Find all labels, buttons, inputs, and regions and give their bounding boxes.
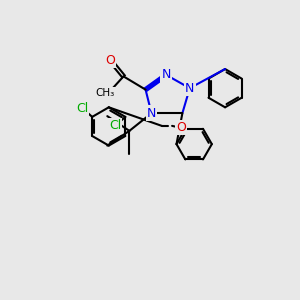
Text: CH₃: CH₃ (96, 88, 115, 98)
Text: O: O (105, 54, 115, 67)
Text: N: N (185, 82, 194, 95)
Text: O: O (176, 121, 186, 134)
Text: N: N (161, 68, 171, 81)
Text: Cl: Cl (76, 101, 88, 115)
Text: N: N (147, 107, 156, 120)
Text: Cl: Cl (109, 119, 121, 132)
